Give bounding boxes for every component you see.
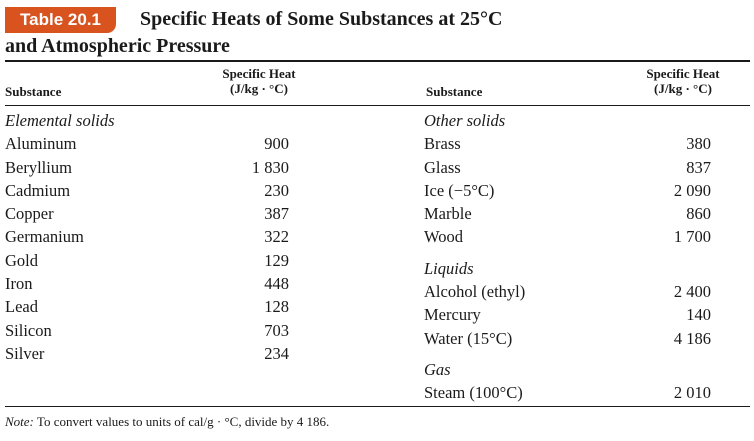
table-row: Aluminum 900: [5, 132, 289, 155]
table-row: Mercury 140: [424, 303, 711, 326]
substance-name: Copper: [5, 204, 54, 224]
substance-name: Silver: [5, 343, 45, 363]
substance-name: Steam (100°C): [424, 383, 523, 403]
group-spacer: [424, 350, 711, 358]
substance-name: Wood: [424, 227, 464, 247]
specific-heat-value: 380: [686, 134, 711, 154]
specific-heat-value: 128: [264, 297, 289, 317]
left-column: Elemental solids Aluminum 900 Beryllium 1 83…: [5, 109, 289, 365]
specific-heat-value: 230: [264, 180, 289, 200]
table-row: Marble 860: [424, 202, 711, 225]
specific-heat-value: 448: [264, 274, 289, 294]
specific-heat-header-right-line1: Specific Heat: [646, 66, 720, 81]
table-row: Copper 387: [5, 202, 289, 225]
specific-heat-value: 900: [264, 134, 289, 154]
specific-heat-value: 2 090: [673, 180, 711, 200]
substance-name: Silicon: [5, 320, 52, 340]
table-title-line-1: Specific Heats of Some Substances at 25°…: [140, 8, 503, 30]
table-row: Silicon 703: [5, 319, 289, 342]
substance-name: Gold: [5, 250, 38, 270]
specific-heat-value: 2 010: [673, 383, 711, 403]
specific-heat-value: 1 830: [251, 157, 289, 177]
specific-heat-header-right-line2: (J/kg · °C): [654, 81, 712, 96]
specific-heat-value: 234: [264, 343, 289, 363]
header-rule: [5, 105, 750, 106]
table-row: Beryllium 1 830: [5, 156, 289, 179]
substance-name: Iron: [5, 274, 33, 294]
specific-heat-value: 2 400: [673, 282, 711, 302]
group-spacer: [424, 249, 711, 257]
table-row: Germanium 322: [5, 225, 289, 248]
note-label: Note:: [5, 414, 34, 429]
table-row: Silver 234: [5, 342, 289, 365]
specific-heat-value: 860: [686, 204, 711, 224]
specific-heat-value: 1 700: [673, 227, 711, 247]
bottom-rule: [5, 406, 750, 407]
substance-name: Cadmium: [5, 180, 71, 200]
substance-header-left: Substance: [5, 84, 62, 99]
substance-name: Brass: [424, 134, 461, 154]
table-row: Glass 837: [424, 156, 711, 179]
table-row: Cadmium 230: [5, 179, 289, 202]
substance-name: Mercury: [424, 305, 481, 325]
specific-heat-header-left-line2: (J/kg · °C): [230, 81, 288, 96]
table-row: Lead 128: [5, 295, 289, 318]
specific-heat-value: 4 186: [673, 328, 711, 348]
category-label: Liquids: [424, 258, 474, 278]
specific-heat-header-left: Specific Heat (J/kg · °C): [194, 66, 324, 96]
category-label: Other solids: [424, 111, 506, 130]
table-row: Alcohol (ethyl) 2 400: [424, 280, 711, 303]
table-row: Iron 448: [5, 272, 289, 295]
category-label: Elemental solids: [5, 111, 115, 130]
specific-heat-value: 387: [264, 204, 289, 224]
specific-heat-value: 322: [264, 227, 289, 247]
table-row: Wood 1 700: [424, 225, 711, 248]
table-row: Water (15°C) 4 186: [424, 327, 711, 350]
substance-name: Glass: [424, 157, 461, 177]
table-row: Gold 129: [5, 249, 289, 272]
table-row: Ice (−5°C) 2 090: [424, 179, 711, 202]
substance-name: Ice (−5°C): [424, 180, 495, 200]
substance-name: Germanium: [5, 227, 84, 247]
specific-heat-value: 140: [686, 305, 711, 325]
specific-heat-value: 837: [686, 157, 711, 177]
category-label: Gas: [424, 359, 451, 379]
specific-heat-value: 129: [264, 250, 289, 270]
substance-name: Marble: [424, 204, 472, 224]
substance-name: Aluminum: [5, 134, 77, 154]
substance-header-right: Substance: [426, 84, 483, 99]
specific-heat-header-left-line1: Specific Heat: [222, 66, 296, 81]
table-row: Brass 380: [424, 132, 711, 155]
specific-heat-header-right: Specific Heat (J/kg · °C): [618, 66, 748, 96]
specific-heat-value: 703: [264, 320, 289, 340]
top-rule: [5, 60, 750, 62]
substance-name: Beryllium: [5, 157, 72, 177]
table-note: Note: To convert values to units of cal/…: [5, 414, 329, 430]
table-number-badge: Table 20.1: [5, 7, 116, 33]
right-column: Other solids Brass 380 Glass 837 Ice (−5°C) 2 …: [424, 109, 711, 405]
table-row: Steam (100°C) 2 010: [424, 381, 711, 404]
note-text: To convert values to units of cal/g · °C…: [33, 414, 330, 429]
substance-name: Lead: [5, 297, 38, 317]
table-title-line-2: and Atmospheric Pressure: [5, 35, 230, 57]
substance-name: Alcohol (ethyl): [424, 282, 526, 302]
substance-name: Water (15°C): [424, 328, 513, 348]
